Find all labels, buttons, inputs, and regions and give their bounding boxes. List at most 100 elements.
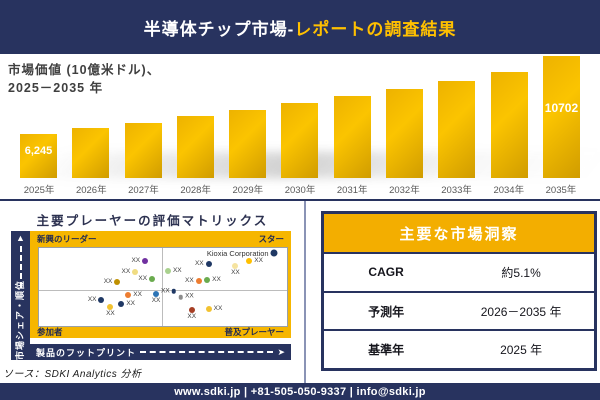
quadrant-label-star: スター xyxy=(258,234,284,244)
scatter-dot-label: XX xyxy=(121,267,131,275)
matrix-data-point: XX xyxy=(204,277,221,284)
matrix-data-point: XX xyxy=(195,260,212,267)
matrix-x-axis: 製品のフットプリント ➤ xyxy=(30,344,291,360)
table-row-base-year: 基準年 2025 年 xyxy=(324,329,594,368)
matrix-data-point: XX xyxy=(161,288,177,294)
bar-2032年 xyxy=(386,88,424,178)
matrix-data-point: XX xyxy=(164,267,182,274)
scatter-dot xyxy=(149,275,156,282)
scatter-dot xyxy=(153,290,160,297)
scatter-dot-label: XX xyxy=(213,304,223,312)
base-year-value: 2025 年 xyxy=(500,343,543,358)
forecast-years-value: 2026－2035 年 xyxy=(480,304,562,319)
scatter-dot-label: XX xyxy=(87,295,97,303)
scatter-dot-label: XX xyxy=(133,290,142,298)
x-axis-tick-label: 2025年 xyxy=(23,185,55,196)
cagr-value: 約5.1% xyxy=(501,265,541,280)
page-title-accent: レポートの調査結果 xyxy=(294,19,457,39)
scatter-dot-label: XX xyxy=(106,309,115,317)
matrix-data-point: XX xyxy=(185,277,202,285)
x-axis-tick-label: 2030年 xyxy=(284,185,316,196)
vertical-divider xyxy=(304,201,306,383)
forecast-years-label: 予測年 xyxy=(368,304,405,319)
matrix-data-point: XX xyxy=(131,257,149,265)
bar-value-label: 10702 xyxy=(544,101,579,115)
bar-chart-title-line2: 2025－2035 年 xyxy=(8,81,104,96)
scatter-dot-label: XX xyxy=(103,277,113,285)
matrix-data-point: XX xyxy=(125,291,142,298)
x-axis-tick-label: 2027年 xyxy=(128,185,159,196)
matrix-data-point: XX xyxy=(104,278,121,285)
bar-2025年: 6,245 xyxy=(20,134,57,178)
scatter-dot-label: XX xyxy=(212,276,221,284)
scatter-dot xyxy=(98,296,105,303)
scatter-dot xyxy=(107,303,114,310)
scatter-dot xyxy=(178,294,184,300)
x-axis-tick-label: 2033年 xyxy=(441,185,472,196)
contact-footer: www.sdki.jp | +81-505-050-9337 | info@sd… xyxy=(0,383,600,400)
title-bar: 半導体チップ市場- レポートの調査結果 xyxy=(0,0,600,54)
quadrant-horizontal-line xyxy=(39,290,287,292)
scatter-dot-label: XX xyxy=(185,292,194,300)
bar-chart-title: 市場価値 (10億米ドル)、 2025－2035 年 xyxy=(8,61,238,97)
scatter-dot-label: XX xyxy=(172,266,182,274)
right-arrow-icon: ➤ xyxy=(277,346,285,357)
quadrant-label-participants: 参加者 xyxy=(37,327,63,337)
scatter-dot xyxy=(114,278,121,285)
scatter-dot-label: XX xyxy=(194,259,204,267)
bar-2026年 xyxy=(72,128,110,178)
quadrant-vertical-line xyxy=(162,248,163,326)
x-axis-tick-label: 2031年 xyxy=(336,185,368,196)
matrix-plot-area: XX XX XX XX XX XX XX XX XX XX XX XX XX XX XX Kioxia Cor… xyxy=(38,247,288,327)
quadrant-label-pervasive-players: 普及プレーヤー xyxy=(224,327,284,337)
scatter-dot xyxy=(142,258,149,265)
matrix-title: 主要プレーヤーの評価マトリックス xyxy=(36,214,269,228)
scatter-dot xyxy=(205,260,212,267)
market-insights-table: 主要な市場洞察 CAGR 約5.1% 予測年 2026－2035 年 基準年 2… xyxy=(321,211,597,371)
x-axis-tick-label: 2028年 xyxy=(180,185,211,196)
bar-2033年 xyxy=(438,80,476,178)
base-year-label: 基準年 xyxy=(368,343,405,358)
table-row-forecast-years: 予測年 2026－2035 年 xyxy=(324,290,594,330)
matrix-frame: 新興のリーダー スター XX XX XX XX XX XX XX XX XX XX XX XX XX XX… xyxy=(30,231,291,338)
horizontal-divider xyxy=(0,199,600,201)
matrix-y-axis-label: 市場シェア・順位 xyxy=(15,279,25,360)
scatter-dot-label: XX xyxy=(126,299,135,307)
scatter-dot xyxy=(188,306,195,313)
matrix-data-point: XX xyxy=(88,296,105,303)
matrix-data-point: XX xyxy=(231,263,240,276)
matrix-bottom-quadrant-labels: 参加者 普及プレーヤー xyxy=(30,326,291,338)
scatter-dot-label: XX xyxy=(185,276,194,284)
source-note: ソース：SDKI Analytics 分析 xyxy=(3,369,142,380)
matrix-data-point: Kioxia Corporation xyxy=(207,250,278,257)
x-axis-tick-label: 2026年 xyxy=(75,185,107,196)
matrix-data-point: XX xyxy=(138,275,156,282)
quadrant-label-emerging-leaders: 新興のリーダー xyxy=(37,234,97,244)
matrix-data-point: XX xyxy=(246,257,263,265)
bar-chart-bars: 6,245 10702 xyxy=(20,48,580,178)
scatter-dot-label: XX xyxy=(231,269,240,277)
bar-2029年 xyxy=(229,109,267,178)
matrix-data-point: XX xyxy=(118,300,135,307)
bar-2027年 xyxy=(124,122,162,178)
matrix-y-axis: ▲ 市場シェア・順位 xyxy=(11,231,30,360)
table-row-cagr: CAGR 約5.1% xyxy=(324,252,594,291)
insights-table-header: 主要な市場洞察 xyxy=(324,214,594,252)
bar-2030年 xyxy=(281,103,319,178)
matrix-data-point: XX xyxy=(205,305,222,312)
x-axis-tick-label: 2029年 xyxy=(232,185,264,196)
scatter-dot-label: XX xyxy=(138,274,148,282)
matrix-data-point: XX xyxy=(122,268,139,276)
bar-2031年 xyxy=(333,96,371,178)
scatter-dot xyxy=(204,277,211,284)
bar-chart-title-line1: 市場価値 (10億米ドル)、 xyxy=(8,63,161,77)
bar-2034年 xyxy=(490,72,528,178)
matrix-data-point: XX xyxy=(152,290,160,303)
x-axis-dashed-line xyxy=(140,351,274,353)
bar-chart-x-axis-labels: 2025年 2026年 2027年 2028年 2029年 2030年 2031年 2032年… xyxy=(13,182,587,196)
scatter-dot xyxy=(205,305,212,312)
bar-2035年: 10702 xyxy=(542,56,580,178)
scatter-dot xyxy=(132,269,139,276)
matrix-data-point: XX xyxy=(106,303,115,316)
bar-value-label: 6,245 xyxy=(24,145,53,157)
